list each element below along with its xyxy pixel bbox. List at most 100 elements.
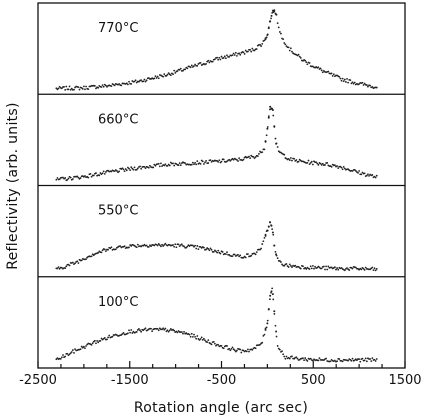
data-point: [165, 74, 168, 77]
data-point: [289, 47, 292, 50]
data-point: [182, 332, 184, 335]
data-point: [324, 164, 326, 166]
data-point: [139, 165, 141, 168]
data-point: [350, 359, 353, 362]
panel-1: 770°C: [55, 9, 378, 91]
data-point: [80, 259, 83, 262]
data-point: [330, 72, 333, 75]
data-point: [283, 42, 286, 44]
data-point: [275, 13, 278, 16]
data-point: [371, 174, 374, 176]
data-point: [190, 64, 193, 67]
data-point: [97, 251, 100, 254]
data-point: [168, 164, 171, 167]
data-point: [262, 240, 265, 243]
data-point: [305, 61, 308, 64]
data-point: [99, 172, 102, 174]
data-point: [369, 84, 372, 87]
data-point: [131, 167, 134, 170]
data-point: [283, 355, 286, 358]
data-point: [266, 127, 269, 130]
data-point: [144, 80, 147, 83]
data-point: [326, 268, 329, 271]
data-point: [287, 266, 290, 268]
data-point: [73, 352, 75, 354]
data-point: [353, 168, 356, 171]
data-point: [85, 85, 87, 88]
data-point: [267, 225, 270, 228]
data-point: [174, 72, 177, 74]
data-point: [124, 168, 127, 170]
data-point: [95, 172, 97, 174]
data-point: [193, 245, 195, 248]
data-point: [236, 159, 238, 161]
data-point: [299, 267, 302, 270]
data-point: [282, 353, 285, 356]
data-point: [212, 340, 215, 343]
data-point: [205, 159, 207, 162]
data-point: [266, 126, 269, 128]
data-point: [313, 267, 315, 270]
data-point: [179, 67, 182, 70]
data-point: [125, 169, 128, 172]
data-point: [363, 172, 366, 175]
data-point: [77, 176, 80, 179]
data-point: [295, 356, 298, 359]
data-point: [354, 170, 357, 172]
data-point: [343, 167, 346, 170]
data-point: [220, 55, 223, 58]
data-point: [154, 75, 157, 78]
data-point: [272, 114, 275, 117]
data-point: [306, 63, 309, 66]
data-point: [130, 166, 133, 169]
data-point: [238, 52, 241, 55]
data-point: [147, 166, 150, 169]
data-point: [180, 243, 183, 246]
data-point: [231, 54, 234, 57]
data-point: [226, 345, 228, 347]
data-point: [288, 357, 291, 360]
data-point: [103, 172, 106, 175]
data-point: [327, 265, 330, 268]
data-point: [199, 162, 202, 165]
data-point: [90, 255, 93, 258]
data-point: [104, 84, 107, 87]
data-point: [336, 165, 338, 167]
data-point: [123, 170, 126, 172]
data-point: [100, 337, 103, 340]
data-point: [150, 245, 152, 248]
data-point: [373, 267, 376, 270]
data-point: [259, 343, 261, 346]
data-point: [176, 331, 179, 334]
data-point: [85, 345, 87, 347]
data-point: [140, 330, 143, 333]
data-point: [138, 328, 140, 330]
data-point: [194, 336, 196, 338]
data-point: [186, 67, 189, 70]
data-point: [207, 248, 210, 250]
data-point: [247, 50, 249, 53]
data-point: [184, 68, 187, 71]
data-point: [273, 10, 276, 13]
data-point: [145, 79, 148, 82]
data-point: [77, 262, 80, 264]
data-point: [375, 86, 378, 89]
data-point: [96, 340, 98, 342]
data-point: [285, 45, 288, 48]
data-point: [374, 176, 377, 179]
data-point: [207, 339, 210, 342]
data-point: [85, 258, 87, 261]
data-point: [266, 229, 269, 232]
x-tick-label: -2500: [19, 373, 57, 388]
data-point: [284, 43, 287, 46]
data-point: [113, 84, 116, 87]
data-point: [270, 290, 273, 293]
data-point: [341, 168, 344, 171]
data-point: [350, 82, 353, 85]
data-point: [317, 359, 320, 362]
data-point: [178, 245, 181, 248]
data-point: [204, 161, 206, 164]
data-point: [116, 169, 118, 172]
data-point: [157, 162, 160, 165]
data-point: [71, 349, 74, 351]
